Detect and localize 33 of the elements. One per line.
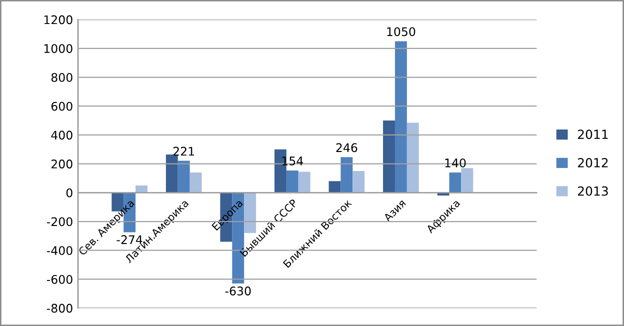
bar	[461, 168, 474, 193]
y-tick-label: 1000	[44, 44, 72, 54]
y-tick-label: 0	[66, 188, 72, 198]
y-tick-label: 600	[51, 102, 72, 111]
bar	[352, 171, 365, 193]
data-label: 140	[445, 158, 466, 168]
y-tick-label: 800	[51, 72, 72, 82]
bar	[383, 120, 395, 193]
bar	[298, 172, 310, 193]
y-tick-label: 400	[51, 130, 72, 140]
bar	[136, 185, 148, 193]
bar	[178, 160, 190, 193]
bar	[449, 172, 462, 193]
y-tick-label: -400	[46, 246, 72, 256]
bar	[286, 170, 298, 193]
legend-label: 2011	[578, 130, 608, 140]
bar	[406, 122, 419, 193]
y-tick-label: -200	[46, 217, 72, 226]
legend-label: 2013	[578, 186, 608, 196]
bar	[340, 157, 353, 193]
data-label: 1050	[387, 27, 416, 36]
data-label: 221	[173, 146, 194, 156]
data-label: -630	[225, 286, 251, 296]
y-tick-label: 200	[51, 160, 72, 168]
bar	[328, 181, 341, 193]
y-tick-label: -800	[46, 304, 72, 313]
y-tick-label: -600	[46, 274, 72, 284]
y-tick-label: 1200	[44, 15, 72, 24]
legend-label: 2012	[578, 158, 608, 168]
bar	[190, 172, 202, 193]
bar	[394, 41, 407, 193]
bar	[166, 154, 178, 193]
data-label: 246	[336, 143, 358, 152]
